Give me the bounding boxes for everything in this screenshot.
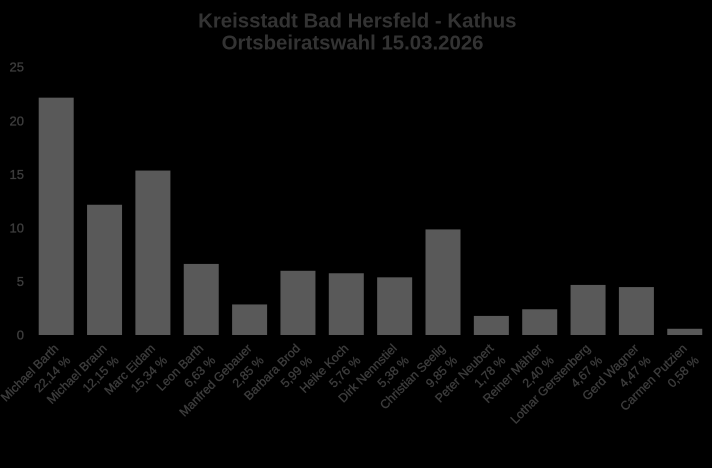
svg-text:Kreisstadt Bad Hersfeld - Kath: Kreisstadt Bad Hersfeld - Kathus xyxy=(198,11,516,33)
svg-text:0: 0 xyxy=(17,328,24,343)
svg-text:20: 20 xyxy=(10,113,24,128)
svg-text:25: 25 xyxy=(10,60,24,75)
svg-text:Ortsbeiratswahl 15.03.2026: Ortsbeiratswahl 15.03.2026 xyxy=(222,32,484,54)
svg-text:5: 5 xyxy=(17,274,24,289)
svg-text:10: 10 xyxy=(10,220,24,235)
svg-text:15: 15 xyxy=(10,167,24,182)
